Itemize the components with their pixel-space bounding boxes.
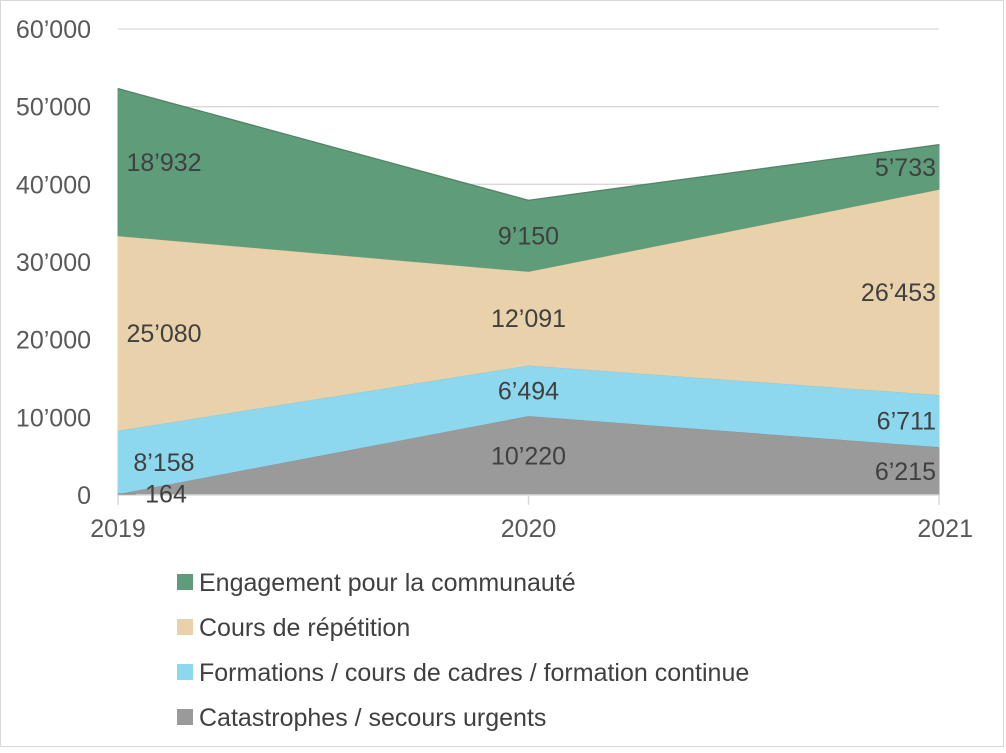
legend-item-engagement-pour-la-communaute: Engagement pour la communauté <box>177 569 576 597</box>
data-label: 5’733 <box>875 154 936 182</box>
data-label: 164 <box>145 481 187 509</box>
y-tick-label: 50’000 <box>16 94 91 122</box>
x-tick-label: 2020 <box>501 515 557 543</box>
y-tick-label: 40’000 <box>16 171 91 199</box>
legend-item-formations-cours-de-cadres-formation-continue: Formations / cours de cadres / formation… <box>177 659 749 687</box>
legend-item-cours-de-repetition: Cours de répétition <box>177 614 410 642</box>
data-label: 18’932 <box>126 149 201 177</box>
data-label: 9’150 <box>498 223 559 251</box>
y-tick-label: 10’000 <box>16 404 91 432</box>
y-tick-label: 30’000 <box>16 249 91 277</box>
legend-swatch <box>177 664 193 680</box>
x-tick-label: 2019 <box>90 515 146 543</box>
area-edge-engagement-pour-la-communaute <box>117 87 940 201</box>
data-label: 26’453 <box>861 279 936 307</box>
data-label: 6’215 <box>875 458 936 486</box>
legend-swatch <box>177 709 193 725</box>
area-series <box>117 87 940 496</box>
data-label: 25’080 <box>126 320 201 348</box>
y-tick-label: 60’000 <box>16 16 91 44</box>
y-tick-label: 20’000 <box>16 327 91 355</box>
legend-label: Catastrophes / secours urgents <box>199 704 546 732</box>
data-label: 10’220 <box>491 442 566 470</box>
legend-label: Engagement pour la communauté <box>199 569 576 597</box>
legend-swatch <box>177 574 193 590</box>
x-tick-label: 2021 <box>917 515 973 543</box>
y-tick-label: 0 <box>77 482 91 510</box>
legend-item-catastrophes-secours-urgents: Catastrophes / secours urgents <box>177 704 546 732</box>
legend-label: Formations / cours de cadres / formation… <box>199 659 749 687</box>
legend-label: Cours de répétition <box>199 614 410 642</box>
data-label: 8’158 <box>133 449 194 477</box>
data-label: 6’711 <box>877 408 936 436</box>
legend-swatch <box>177 619 193 635</box>
data-labels: 164 10’220 6’215 8’158 6’494 6’711 25’080 12’09… <box>118 149 936 509</box>
data-label: 12’091 <box>491 305 566 333</box>
legend: Engagement pour la communauté Cours de ré… <box>177 569 749 732</box>
axes: 0 10’000 20’000 30’000 40’000 50’000 60’000 201… <box>16 16 973 543</box>
data-label: 6’494 <box>498 377 559 405</box>
area-engagement-pour-la-communaute <box>117 87 940 272</box>
